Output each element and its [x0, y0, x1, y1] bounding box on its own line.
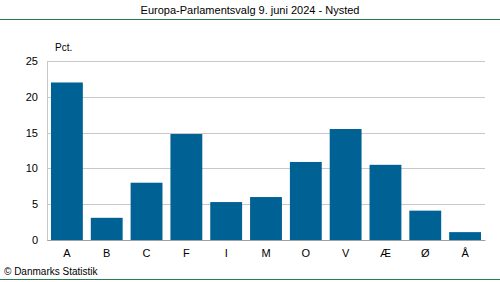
x-tick: Ø	[421, 240, 430, 259]
bars	[51, 82, 481, 240]
bar	[91, 218, 123, 240]
x-tick-label: V	[342, 247, 350, 259]
grid-line	[47, 240, 485, 241]
grid-line	[47, 97, 485, 98]
source: © Danmarks Statistik	[4, 266, 99, 277]
x-tick-label: M	[261, 247, 270, 259]
bottom-rule	[0, 279, 500, 280]
bar	[210, 202, 242, 240]
y-tick: 10	[26, 162, 47, 174]
grid-line	[47, 133, 485, 134]
x-axis: ABCFIMOVÆØÅ	[48, 240, 486, 259]
bar	[409, 211, 441, 240]
y-tick: 15	[26, 127, 47, 139]
y-axis: 0 5 10 15 20 25	[26, 55, 48, 246]
bar	[330, 129, 362, 240]
x-tick-label: F	[183, 247, 190, 259]
x-axis-line	[48, 240, 486, 241]
grid-line	[47, 61, 485, 62]
y-tick-label: 10	[26, 162, 38, 174]
x-tick: Å	[461, 240, 469, 259]
x-tick-label: Æ	[380, 247, 391, 259]
y-tick: 5	[32, 198, 47, 210]
grid-line	[47, 168, 485, 169]
y-tick-label: 15	[26, 127, 38, 139]
bar	[290, 162, 322, 240]
top-rule	[0, 19, 500, 20]
y-tick-label: 25	[26, 55, 38, 67]
x-tick: I	[225, 240, 228, 259]
bar	[51, 82, 83, 240]
y-tick-label: 0	[32, 234, 38, 246]
x-tick-label: I	[225, 247, 228, 259]
x-tick-label: Å	[461, 247, 469, 259]
y-axis-title: Pct.	[55, 42, 72, 53]
x-tick: C	[143, 240, 151, 259]
x-tick-label: O	[302, 247, 311, 259]
bar	[170, 134, 202, 240]
x-tick: O	[302, 240, 311, 259]
x-tick-label: A	[63, 247, 71, 259]
x-tick: A	[63, 240, 71, 259]
x-tick: Æ	[380, 240, 391, 259]
title: Europa-Parlamentsvalg 9. juni 2024 - Nys…	[141, 4, 360, 16]
x-tick-label: C	[143, 247, 151, 259]
x-tick: F	[183, 240, 190, 259]
plot: 0 5 10 15 20 25 A B C F I M O V Æ Ø Å	[26, 55, 486, 259]
x-tick: B	[103, 240, 110, 259]
y-axis-line	[47, 62, 48, 241]
x-tick: M	[261, 240, 270, 259]
bar	[250, 197, 282, 240]
x-tick-label: B	[103, 247, 110, 259]
y-tick: 25	[26, 55, 47, 67]
bar	[370, 165, 402, 240]
y-tick: 20	[26, 91, 47, 103]
y-tick: 0	[32, 234, 47, 246]
y-tick-label: 20	[26, 91, 38, 103]
grid	[47, 62, 485, 241]
bar	[449, 232, 481, 240]
bar	[131, 183, 163, 240]
chart: Europa-Parlamentsvalg 9. juni 2024 - Nys…	[0, 0, 500, 282]
y-tick-label: 5	[32, 198, 38, 210]
x-tick-label: Ø	[421, 247, 430, 259]
x-tick: V	[342, 240, 350, 259]
